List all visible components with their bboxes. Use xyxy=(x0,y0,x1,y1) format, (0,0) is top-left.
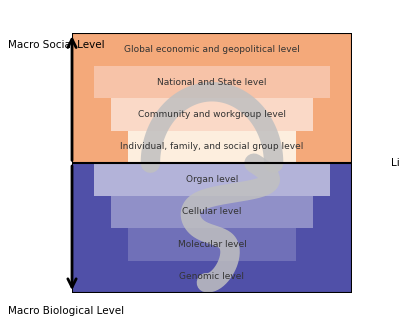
Text: Genomic level: Genomic level xyxy=(180,272,244,281)
Bar xyxy=(128,131,296,163)
Text: Molecular level: Molecular level xyxy=(178,240,246,249)
Text: Macro Biological Level: Macro Biological Level xyxy=(8,306,124,316)
Text: Cellular level: Cellular level xyxy=(182,207,242,216)
Bar xyxy=(72,33,352,163)
Bar xyxy=(72,33,352,66)
Text: Individual, family, and social group level: Individual, family, and social group lev… xyxy=(120,143,304,152)
Bar xyxy=(94,163,330,195)
Bar xyxy=(128,228,296,260)
Text: Global economic and geopolitical level: Global economic and geopolitical level xyxy=(124,45,300,54)
Bar xyxy=(72,260,352,293)
Text: Organ level: Organ level xyxy=(186,175,238,184)
Bar xyxy=(111,195,313,228)
Text: National and State level: National and State level xyxy=(157,78,267,87)
Bar xyxy=(94,66,330,98)
Bar xyxy=(72,163,352,293)
Text: Lifespan: Lifespan xyxy=(391,158,400,168)
Bar xyxy=(111,98,313,131)
Text: Community and workgroup level: Community and workgroup level xyxy=(138,110,286,119)
Text: Macro Social Level: Macro Social Level xyxy=(8,40,105,50)
